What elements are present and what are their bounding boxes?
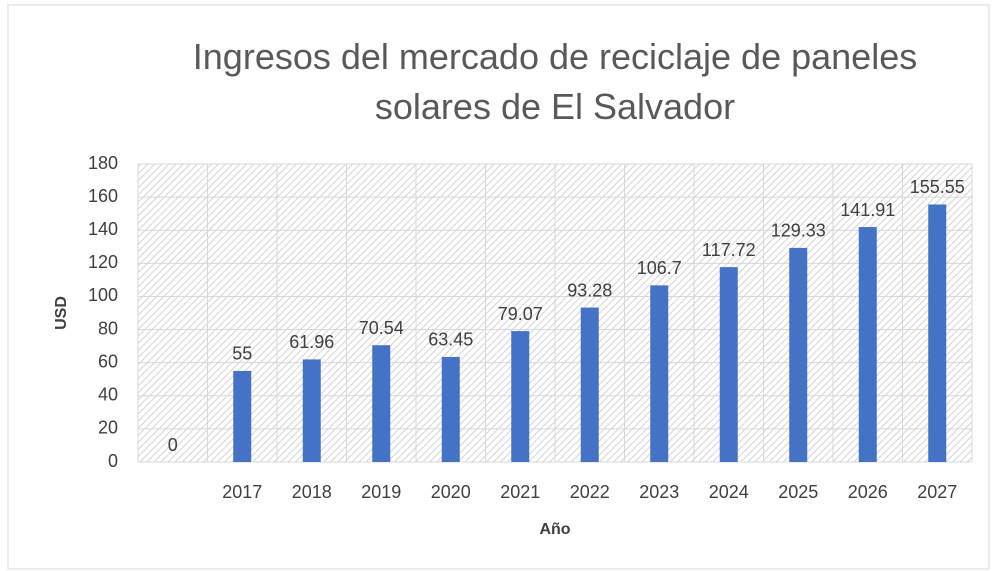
x-tick-label: 2017 (222, 482, 262, 502)
data-label: 141.91 (840, 200, 895, 220)
bar (580, 307, 599, 462)
y-axis-title: USD (53, 296, 70, 330)
data-label: 106.7 (637, 258, 682, 278)
bar (928, 204, 947, 462)
y-tick-label: 140 (88, 219, 118, 239)
y-tick-label: 180 (88, 153, 118, 173)
bar (789, 247, 808, 462)
y-tick-label: 160 (88, 186, 118, 206)
data-label: 155.55 (910, 177, 965, 197)
chart-title: Ingresos del mercado de reciclaje de pan… (192, 36, 918, 127)
y-tick-label: 60 (98, 351, 118, 371)
data-label: 63.45 (428, 330, 473, 350)
data-label: 117.72 (702, 240, 756, 260)
data-label: 0 (168, 435, 178, 455)
x-tick-label: 2022 (570, 482, 610, 502)
bar (441, 356, 460, 462)
x-tick-label: 2018 (292, 482, 332, 502)
y-tick-label: 40 (98, 385, 118, 405)
x-tick-label: 2021 (500, 482, 540, 502)
data-label: 79.07 (498, 304, 543, 324)
x-axis-title: Año (539, 521, 570, 538)
data-label: 61.96 (289, 332, 334, 352)
data-label: 55 (232, 344, 252, 364)
bar (511, 331, 530, 462)
chart-border (7, 4, 990, 570)
x-tick-label: 2026 (848, 482, 888, 502)
x-tick-label: 2025 (778, 482, 818, 502)
y-tick-label: 120 (88, 252, 118, 272)
x-tick-label: 2023 (639, 482, 679, 502)
y-tick-label: 20 (98, 418, 118, 438)
y-tick-label: 80 (98, 318, 118, 338)
x-tick-label: 2027 (917, 482, 957, 502)
bar (233, 370, 252, 462)
x-tick-label: 2019 (361, 482, 401, 502)
x-tick-label: 2020 (431, 482, 471, 502)
data-label: 70.54 (359, 318, 404, 338)
bar (372, 345, 391, 462)
x-tick-label: 2024 (709, 482, 749, 502)
y-tick-label: 100 (88, 285, 118, 305)
data-label: 129.33 (771, 221, 826, 241)
data-label: 93.28 (567, 280, 612, 300)
bar (858, 227, 877, 462)
y-tick-label: 0 (108, 451, 118, 471)
bar (650, 285, 669, 462)
bar (719, 267, 738, 462)
bar (302, 359, 321, 462)
